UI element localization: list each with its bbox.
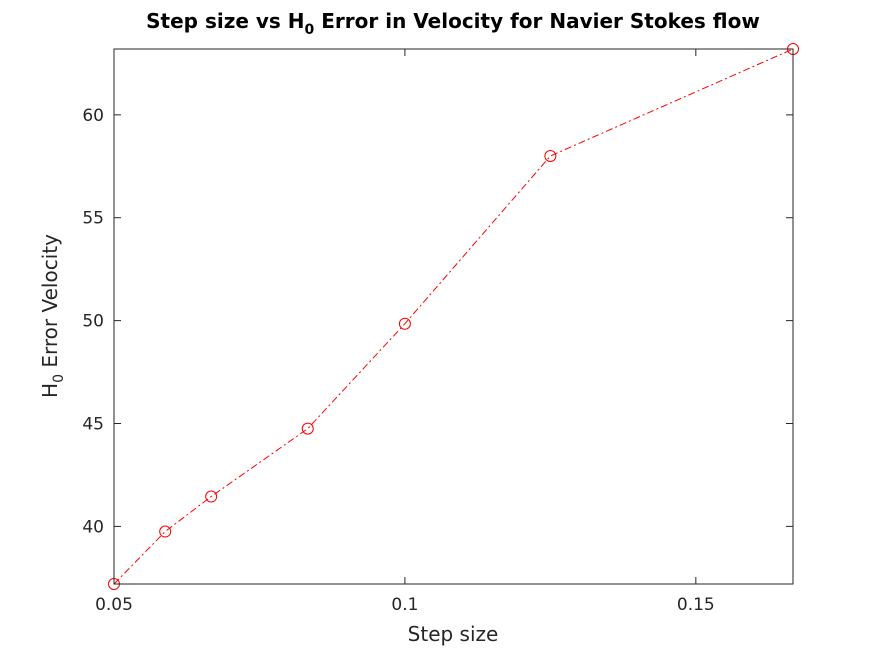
y-tick-label: 60 xyxy=(82,106,104,126)
data-point xyxy=(301,422,314,435)
y-tick-label: 45 xyxy=(82,415,104,435)
data-point xyxy=(398,317,411,330)
chart-title: Step size vs H0 Error in Velocity for Na… xyxy=(146,9,760,38)
y-tick-label: 40 xyxy=(82,517,104,537)
x-tick-label: 0.1 xyxy=(391,595,418,615)
y-axis-ticks: 40 45 50 55 60 xyxy=(82,106,793,537)
y-tick-label: 55 xyxy=(82,209,104,229)
x-tick-label: 0.05 xyxy=(95,595,133,615)
y-axis-label: H0 Error Velocity xyxy=(38,234,67,398)
x-tick-label: 0.15 xyxy=(677,595,715,615)
x-axis-ticks: 0.05 0.1 0.15 xyxy=(95,49,715,615)
data-point xyxy=(205,490,218,503)
axes-box xyxy=(113,48,794,585)
x-axis-label: Step size xyxy=(408,622,499,646)
y-tick-label: 50 xyxy=(82,312,104,332)
data-point xyxy=(159,525,172,538)
plot-area xyxy=(114,49,793,584)
data-point xyxy=(544,150,557,162)
